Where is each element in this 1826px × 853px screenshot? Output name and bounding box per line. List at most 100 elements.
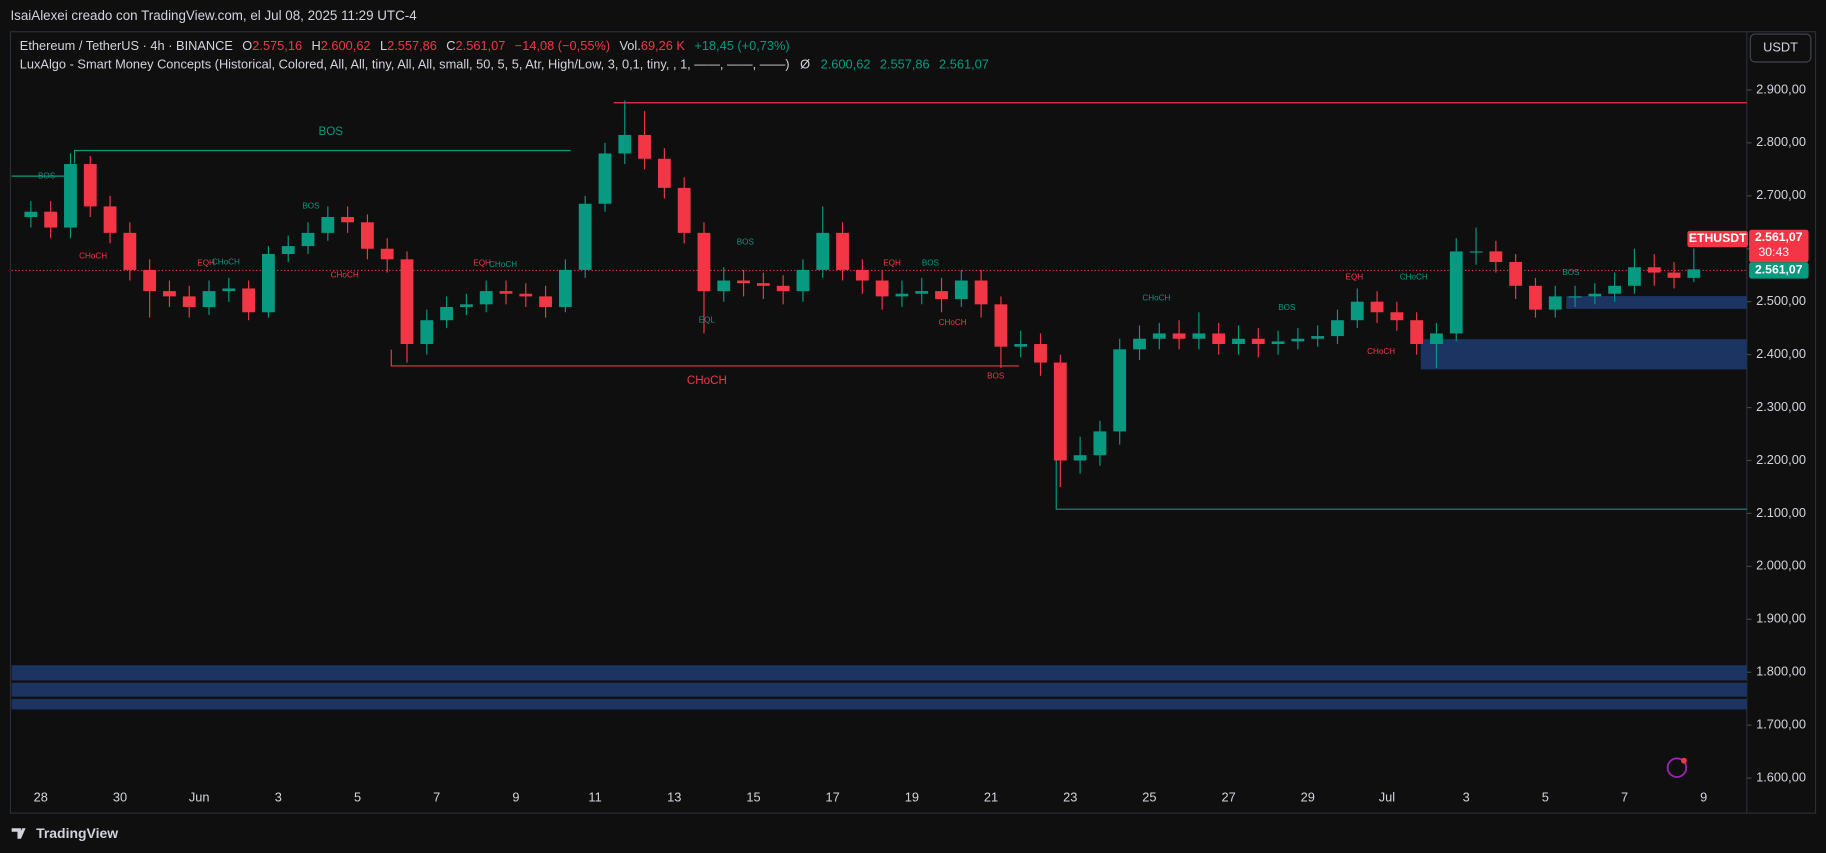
- candle-body: [1192, 333, 1206, 339]
- candle-body: [420, 320, 434, 345]
- candle-body: [1232, 338, 1245, 345]
- x-tick-label: Jun: [189, 789, 210, 804]
- x-tick-label: 9: [512, 789, 519, 804]
- candle-body: [1370, 301, 1384, 313]
- price-tag: [1749, 229, 1809, 263]
- x-tick-label: 3: [275, 789, 282, 804]
- candle-body: [1034, 344, 1047, 363]
- candle-body: [242, 288, 256, 313]
- y-tick-label: 1.800,00: [1756, 664, 1806, 679]
- currency-button-label[interactable]: USDT: [1763, 39, 1798, 54]
- x-tick-label: 23: [1063, 789, 1077, 804]
- candle-body: [717, 280, 731, 292]
- x-tick-label: 5: [354, 789, 361, 804]
- legend-change: −14,08 (−0,55%): [515, 38, 610, 53]
- x-tick-label: 15: [746, 789, 760, 804]
- x-tick-label: 25: [1142, 789, 1156, 804]
- candle-body: [1548, 296, 1562, 310]
- y-tick-label: 2.400,00: [1756, 346, 1806, 361]
- candle-body: [24, 211, 38, 217]
- candle-body: [1647, 267, 1661, 273]
- zone: [1420, 339, 1747, 370]
- candle-body: [1687, 269, 1701, 278]
- currency-button[interactable]: [1749, 33, 1812, 63]
- candle-body: [776, 285, 790, 292]
- y-tick-label: 2.900,00: [1756, 81, 1806, 96]
- y-tick-label: 2.700,00: [1756, 187, 1806, 202]
- annotation: CHoCH: [79, 252, 107, 261]
- candle-body: [103, 206, 117, 233]
- candle-body: [143, 269, 157, 292]
- candle-body: [222, 288, 236, 292]
- annotation: BOS: [302, 202, 320, 211]
- candle-body: [697, 232, 711, 292]
- candle-body: [499, 291, 513, 294]
- indicator-name: LuxAlgo - Smart Money Concepts (Historic…: [20, 57, 790, 72]
- candle-body: [123, 232, 137, 270]
- y-tick-label: 2.800,00: [1756, 134, 1806, 149]
- legend-label: L: [380, 38, 387, 53]
- candle-body: [1133, 338, 1146, 350]
- candle-body: [935, 291, 948, 300]
- legend: Ethereum / TetherUS · 4h · BINANCE O2.57…: [20, 38, 790, 53]
- candle-body: [44, 211, 58, 228]
- annotation: CHoCH: [1367, 347, 1395, 356]
- y-tick-label: 2.200,00: [1756, 452, 1806, 467]
- candle-body: [737, 280, 750, 284]
- price-tag-label: 2.561,07: [1755, 263, 1803, 277]
- legend-value: 2.557,86: [387, 38, 437, 53]
- candle-body: [262, 254, 275, 313]
- annotation: EQH: [197, 259, 215, 268]
- annotation: BOS: [1562, 268, 1580, 277]
- candle-body: [1390, 312, 1404, 321]
- candle-body: [1489, 251, 1503, 262]
- candle-body: [281, 246, 295, 255]
- x-tick-label: 17: [826, 789, 840, 804]
- x-tick-label: 30: [113, 789, 127, 804]
- candle-body: [578, 203, 592, 270]
- plot: 1.600,00 1.700,00 1.800,00 1.900,00 2.000,00…: [24, 81, 1806, 804]
- candle-body: [1350, 301, 1364, 321]
- candle-body: [1271, 341, 1285, 345]
- candle-body: [598, 153, 612, 204]
- candle-body: [855, 269, 869, 281]
- x-tick-label: 27: [1221, 789, 1235, 804]
- y-tick-label: 2.000,00: [1756, 558, 1806, 573]
- candle-body: [479, 291, 493, 305]
- annotation: CHoCH: [1400, 273, 1428, 282]
- candle-body: [539, 296, 552, 307]
- alert-icon[interactable]: [1666, 757, 1688, 778]
- symbol-tag-label: ETHUSDT: [1689, 231, 1747, 245]
- legend-symbol: Ethereum / TetherUS · 4h · BINANCE: [20, 38, 233, 53]
- x-tick-label: Jul: [1379, 789, 1395, 804]
- x-tick-label: 7: [1621, 789, 1628, 804]
- y-tick-label: 2.300,00: [1756, 399, 1806, 414]
- annotation: CHoCH: [331, 270, 359, 279]
- candle-body: [1568, 296, 1582, 298]
- x-tick-label: 29: [1301, 789, 1315, 804]
- legend-change: +18,45 (+0,73%): [694, 38, 789, 53]
- candle-body: [163, 291, 176, 297]
- candle-body: [1291, 338, 1305, 342]
- indicator-value: 2.557,86: [880, 57, 930, 72]
- candle-body: [796, 269, 810, 292]
- annotation: BOS: [737, 238, 755, 247]
- candle-body: [301, 232, 315, 247]
- candle-body: [1588, 293, 1602, 297]
- indicator-legend: LuxAlgo - Smart Money Concepts (Historic…: [20, 57, 989, 72]
- legend-label: O: [242, 38, 252, 53]
- candle-body: [1430, 333, 1443, 345]
- candle-body: [994, 304, 1008, 347]
- candle-body: [459, 304, 473, 307]
- annotation: BOS: [38, 171, 56, 180]
- legend-label: C: [446, 38, 455, 53]
- x-tick-label: 7: [433, 789, 440, 804]
- structure-line: [73, 149, 571, 164]
- legend-label: Vol.: [619, 38, 640, 53]
- candle-body: [1053, 362, 1067, 461]
- candle-body: [1251, 338, 1265, 345]
- candle-body: [1667, 272, 1681, 278]
- candle-body: [895, 293, 909, 297]
- candle-body: [1469, 251, 1483, 253]
